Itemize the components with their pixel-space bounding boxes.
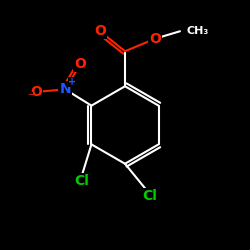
Text: O: O xyxy=(30,85,42,99)
Text: O: O xyxy=(94,24,106,38)
Text: Cl: Cl xyxy=(142,189,157,203)
Text: ⁻: ⁻ xyxy=(27,92,33,102)
Text: N: N xyxy=(60,82,71,96)
Text: O: O xyxy=(74,58,86,71)
Text: +: + xyxy=(68,77,76,87)
Text: Cl: Cl xyxy=(74,174,89,188)
Text: O: O xyxy=(149,32,161,46)
Text: CH₃: CH₃ xyxy=(186,26,208,36)
